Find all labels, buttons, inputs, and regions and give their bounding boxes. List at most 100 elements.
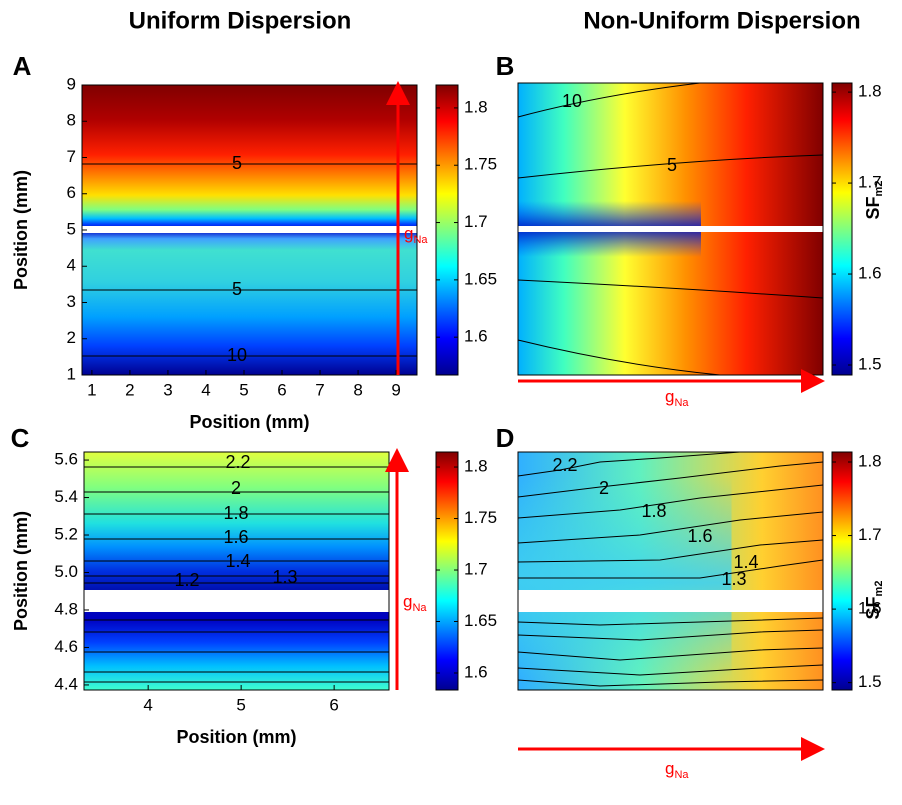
annotation: gNa xyxy=(404,224,428,245)
colorbar-tick-label: 1.75 xyxy=(464,508,497,527)
contour-label: 5 xyxy=(667,155,677,175)
colorbar-tick-label: 1.8 xyxy=(858,451,882,470)
y-tick-label: 5.6 xyxy=(54,450,78,469)
contour-line xyxy=(517,82,701,118)
colorbar-label-main: SF xyxy=(863,596,883,619)
y-tick-label: 9 xyxy=(67,74,76,93)
y-tick-label: 2 xyxy=(67,328,76,347)
colorbar xyxy=(435,84,459,376)
x-tick-label: 6 xyxy=(277,380,286,399)
plot-frame xyxy=(83,451,390,691)
x-tick-label: 5 xyxy=(239,380,248,399)
colorbar-tick-label: 1.5 xyxy=(858,354,882,373)
y-tick-label: 8 xyxy=(67,111,76,130)
x-tick-label: 1 xyxy=(87,380,96,399)
colorbar-tick-label: 1.6 xyxy=(464,327,488,346)
contour-label: 10 xyxy=(562,91,582,111)
gap-band xyxy=(84,590,389,612)
contour-label: 2.2 xyxy=(552,455,577,475)
contour-line xyxy=(517,279,824,299)
x-tick-label: 5 xyxy=(236,695,245,714)
colorbar-label-main: SF xyxy=(863,196,883,219)
x-tick-label: 6 xyxy=(329,695,338,714)
contour-label: 2.2 xyxy=(225,452,250,472)
x-tick-label: 4 xyxy=(143,695,152,714)
contour-line xyxy=(517,539,824,563)
contour-label: 1.8 xyxy=(641,501,666,521)
contour-label: 1.3 xyxy=(272,567,297,587)
contour-label: 1.2 xyxy=(174,570,199,590)
panel-letter: C xyxy=(11,423,30,453)
gap-band xyxy=(82,226,417,233)
plot-frame xyxy=(517,451,824,691)
contour-label: 1.4 xyxy=(733,552,758,572)
annotation: gNa xyxy=(403,592,427,613)
x-tick-label: 2 xyxy=(125,380,134,399)
colorbar-tick-label: 1.8 xyxy=(858,82,882,101)
colorbar xyxy=(435,451,459,691)
panel: 2.2 2 1.8 1.6 1.4 1.2 1.3 C 4 5 6 Position (mm) 4.4 4… xyxy=(11,423,497,747)
x-tick-label: 7 xyxy=(315,380,324,399)
colorbar-tick-label: 1.7 xyxy=(464,560,488,579)
y-tick-label: 5.0 xyxy=(54,562,78,581)
contour-line xyxy=(517,154,824,179)
x-tick-label: 3 xyxy=(163,380,172,399)
x-tick-label: 8 xyxy=(353,380,362,399)
y-tick-label: 7 xyxy=(67,147,76,166)
annotation-sub: Na xyxy=(413,234,428,246)
contour-line xyxy=(517,339,721,376)
panel: 2.2 2 1.8 1.6 1.41.3 D 1.5 1.6 1.7 1.8 SFm2 gNa xyxy=(496,423,885,781)
contour-label: 5 xyxy=(232,279,242,299)
colorbar-tick-label: 1.7 xyxy=(858,173,882,192)
x-axis-label: Position (mm) xyxy=(190,412,310,432)
annotation-main: g xyxy=(665,759,674,778)
colorbar-label: SFm2 xyxy=(863,581,885,620)
panel-letter: A xyxy=(13,51,32,81)
y-axis-label: Position (mm) xyxy=(11,511,31,631)
colorbar xyxy=(831,82,853,376)
contour-label: 1.8 xyxy=(223,503,248,523)
contour-line xyxy=(517,461,824,498)
colorbar-tick-label: 1.65 xyxy=(464,611,497,630)
contour-line xyxy=(517,664,824,676)
contour-label: 10 xyxy=(227,345,247,365)
colorbar-tick-label: 1.8 xyxy=(464,457,488,476)
contour-line xyxy=(517,484,824,519)
panel: 10 5 B Non-Uniform Dispersion 1.5 1.6 1.7 1.8 SF… xyxy=(496,7,885,409)
contour-line xyxy=(517,451,741,477)
y-tick-label: 6 xyxy=(67,183,76,202)
contour-label: 1.4 xyxy=(225,551,250,571)
x-tick-label: 9 xyxy=(391,380,400,399)
panel-letter: D xyxy=(496,423,515,453)
contour-line xyxy=(517,647,824,661)
annotation-sub: Na xyxy=(674,397,689,409)
contour-label: 1.3 xyxy=(721,569,746,589)
column-title: Uniform Dispersion xyxy=(129,7,352,34)
colorbar-tick-label: 1.7 xyxy=(464,212,488,231)
annotation-main: g xyxy=(665,387,674,406)
contour-label: 2 xyxy=(231,478,241,498)
contour-line xyxy=(518,559,824,579)
annotation-main: g xyxy=(403,592,412,611)
annotation-sub: Na xyxy=(412,602,427,614)
y-tick-label: 3 xyxy=(67,292,76,311)
x-axis-label: Position (mm) xyxy=(177,727,297,747)
x-tick-label: 4 xyxy=(201,380,210,399)
annotation-main: g xyxy=(404,224,413,243)
heatmap-mid xyxy=(518,452,732,690)
gap-band xyxy=(518,226,823,232)
contour-line xyxy=(517,617,824,626)
contour-line xyxy=(517,511,824,544)
y-tick-label: 5.2 xyxy=(54,525,78,544)
contour-label: 2 xyxy=(599,478,609,498)
column-title: Non-Uniform Dispersion xyxy=(583,7,860,34)
colorbar-tick-label: 1.6 xyxy=(858,264,882,283)
y-tick-label: 4.8 xyxy=(54,599,78,618)
colorbar-tick-label: 1.75 xyxy=(464,155,497,174)
colorbar-tick-label: 1.6 xyxy=(858,599,882,618)
colorbar xyxy=(831,451,853,691)
colorbar-tick-label: 1.8 xyxy=(464,97,488,116)
annotation: gNa xyxy=(665,387,689,408)
colorbar-label-sub: m2 xyxy=(873,581,885,597)
